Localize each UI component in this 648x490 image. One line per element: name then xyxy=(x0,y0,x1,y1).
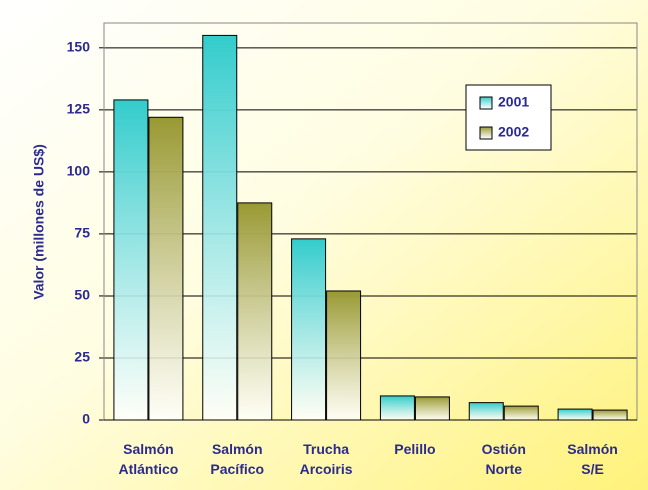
y-axis-label: Valor (millones de US$) xyxy=(31,144,47,300)
y-tick-label: 25 xyxy=(74,349,90,365)
legend-label: 2002 xyxy=(498,124,529,140)
x-tick-label: Trucha Arcoiris xyxy=(300,441,353,477)
x-tick-label: Salmón Atlántico xyxy=(118,441,178,477)
legend-label: 2001 xyxy=(498,94,529,110)
y-tick-label: 75 xyxy=(74,225,90,241)
bar xyxy=(503,405,539,421)
y-tick-label: 150 xyxy=(67,39,91,55)
bar xyxy=(326,290,362,421)
legend-swatch xyxy=(479,126,493,140)
y-tick-label: 125 xyxy=(67,101,91,117)
x-tick-label: Ostión Norte xyxy=(482,441,526,477)
bar xyxy=(202,34,238,421)
bar xyxy=(291,238,327,421)
legend-swatch xyxy=(479,96,493,110)
x-tick-label: Salmón Pacífico xyxy=(210,441,264,477)
x-tick-label: Salmón S/E xyxy=(567,441,618,477)
bar xyxy=(379,395,415,421)
bar xyxy=(148,116,184,421)
y-tick-label: 50 xyxy=(74,287,90,303)
bar xyxy=(237,202,273,421)
bar xyxy=(592,409,628,421)
x-tick-label: Pelillo xyxy=(394,441,435,457)
bar xyxy=(468,402,504,421)
bar xyxy=(113,99,149,421)
y-tick-label: 100 xyxy=(67,163,91,179)
bar xyxy=(414,396,450,421)
y-tick-label: 0 xyxy=(82,411,90,427)
bar xyxy=(557,408,593,421)
